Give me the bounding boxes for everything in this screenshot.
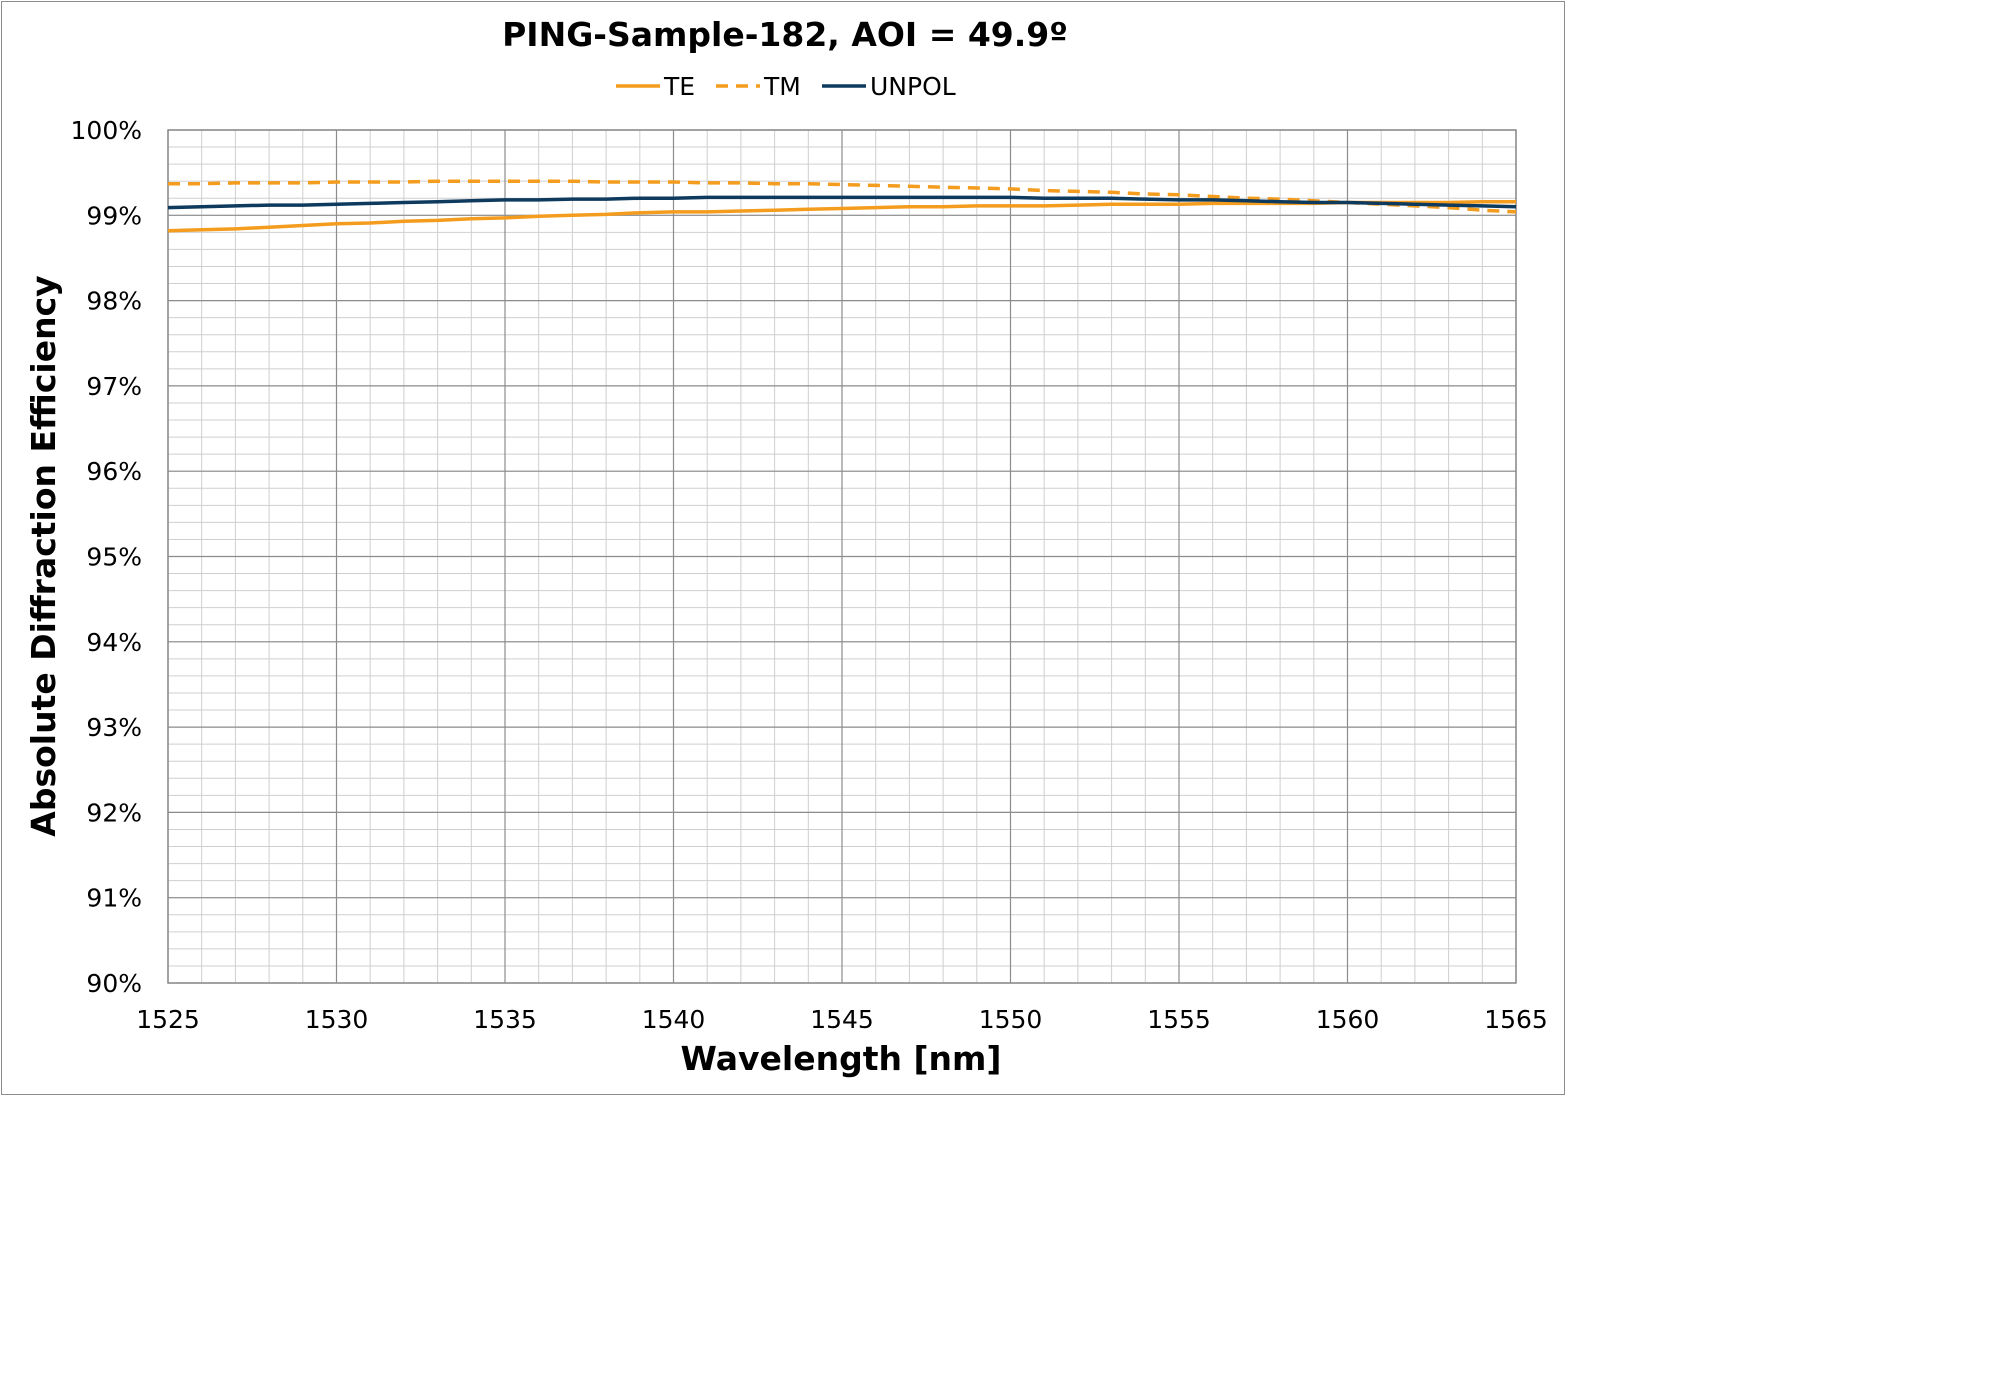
y-tick-label: 93% (86, 713, 142, 742)
x-tick-labels: 1525 1530 1535 1540 1545 1550 1555 1560 1565 (136, 1005, 1548, 1034)
series-line-unpol (167, 195, 1517, 210)
x-tick-label: 1560 (1316, 1005, 1380, 1034)
chart-frame (1, 1, 1565, 1095)
legend: TE TM UNPOL (616, 72, 956, 101)
y-tick-label: 97% (86, 372, 142, 401)
legend-label-tm: TM (763, 72, 801, 101)
y-tick-label: 92% (86, 798, 142, 827)
y-axis-title: Absolute Diffraction Efficiency (24, 275, 63, 836)
legend-label-te: TE (663, 72, 695, 101)
x-tick-label: 1525 (136, 1005, 200, 1034)
y-tick-label: 100% (71, 116, 142, 145)
line-chart: PING-Sample-182, AOI = 49.9º 90% 91% 92% 93… (24, 15, 1548, 1078)
x-axis-title: Wavelength [nm] (681, 1039, 1002, 1078)
y-tick-label: 90% (86, 969, 142, 998)
y-tick-label: 95% (86, 543, 142, 572)
x-tick-label: 1555 (1147, 1005, 1211, 1034)
chart-title: PING-Sample-182, AOI = 49.9º (502, 15, 1068, 54)
x-tick-label: 1545 (810, 1005, 874, 1034)
x-tick-label: 1550 (979, 1005, 1043, 1034)
series-line-tm (168, 179, 1517, 214)
y-tick-label: 96% (86, 457, 142, 486)
x-tick-label: 1540 (642, 1005, 706, 1034)
y-tick-label: 99% (86, 201, 142, 230)
plot-area-border (167, 129, 1517, 984)
y-tick-labels: 90% 91% 92% 93% 94% 95% 96% 97% 98% 99% 100% (71, 116, 142, 998)
x-tick-label: 1535 (473, 1005, 537, 1034)
legend-label-unpol: UNPOL (870, 72, 956, 101)
y-tick-label: 98% (86, 287, 142, 316)
x-tick-label: 1530 (305, 1005, 369, 1034)
x-tick-label: 1565 (1484, 1005, 1548, 1034)
series-layer (167, 179, 1517, 233)
y-tick-label: 94% (86, 628, 142, 657)
y-tick-label: 91% (86, 884, 142, 913)
